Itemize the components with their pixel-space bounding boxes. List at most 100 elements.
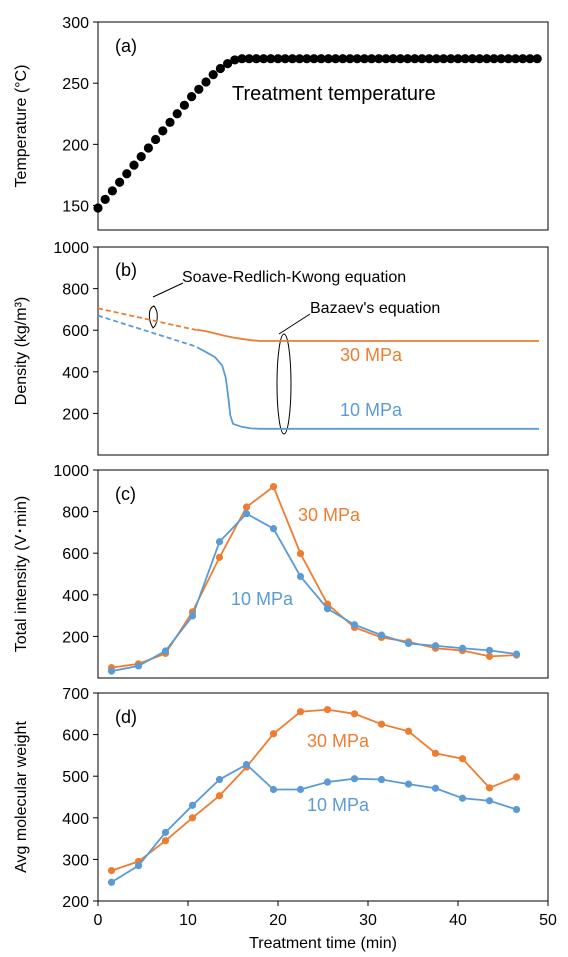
series-temperature-point [172,109,182,119]
series-temperature-point [295,54,305,64]
series-10-mpa-point [431,784,440,792]
series-temperature-point [403,54,413,64]
panel-d-ylabel: Avg molecular weight [13,721,30,873]
series-temperature-point [129,160,139,170]
series-10-mpa-point [458,644,467,652]
series-30-mpa-point [485,784,494,792]
series-temperature-point [525,54,535,64]
panel-a-y-ticks: 150 200 250 300 [62,15,98,216]
panel-d-label: (d) [115,707,137,727]
panel-c-series [107,483,521,675]
series-temperature-point [115,177,125,187]
series-temperature-point [201,77,211,87]
bazaev-ellipse [276,333,292,435]
bazaev-pointer-line [278,313,311,335]
series-temperature-point [482,54,492,64]
series-temperature-point [194,84,204,94]
series-30-mpa-point [431,749,440,757]
series-temperature-point [345,54,355,64]
y-tick-label: 800 [62,282,89,299]
panel-d: (d) 30 MPa 10 MPa Avg molecular weight T… [13,686,557,952]
panel-a-series [93,54,542,213]
y-tick-label: 1000 [53,463,89,480]
series-temperature-point [424,54,434,64]
series-temperature-point [381,54,391,64]
series-temperature-point [151,134,161,145]
panel-a: (a) Treatment temperature Temperature (°… [13,15,549,231]
series-temperature-point [374,54,384,64]
series-10-mpa-point [296,785,305,794]
series-temperature-point [417,54,427,64]
series-10-mpa-point [512,805,521,814]
series-temperature-point [266,54,276,64]
series-10-mpa-point [350,621,359,629]
series-temperature-point [280,54,290,64]
series-temperature-point [460,54,470,64]
series-temperature-point [388,54,398,64]
series-temperature-point [316,54,326,64]
series-10-mpa-point [242,510,251,518]
series-10-mpa-point [323,778,332,786]
series-temperature-point [410,54,420,64]
panel-d-10mpa-label: 10 MPa [307,795,370,815]
series-temperature-point [273,54,283,64]
series-10-mpa-point [485,797,494,805]
panel-b-ylabel: Density (kg/m³) [13,297,30,405]
series-temperature-point [489,54,499,64]
series-temperature-point [532,54,542,64]
x-tick-label: 10 [179,912,197,929]
y-tick-label: 200 [62,894,89,911]
series-10-mpa-point [377,631,386,639]
series-30-mpa-point [215,553,224,561]
panel-c-10mpa-label: 10 MPa [231,589,294,609]
series-30-mpa-point [512,773,521,781]
series-temperature-point [187,92,197,102]
srk-brace [148,305,158,329]
panel-b-label: (b) [115,260,137,280]
series-temperature-point [338,54,348,64]
x-tick-label: 20 [269,912,287,929]
series-30-mpa-point [404,727,413,735]
series-30-mpa-point [269,483,278,491]
panel-b: (b) Soave-Redlich-Kwong equation Bazaev'… [13,240,549,456]
y-tick-label: 700 [62,686,89,703]
y-tick-label: 400 [62,365,89,382]
panel-a-ylabel: Temperature (°C) [13,65,30,188]
series-temperature-point [230,55,240,65]
series-temperature-point [215,63,225,74]
panel-c: (c) 30 MPa 10 MPa Total intensity (V･min… [13,463,549,679]
series-30-mpa-line [196,328,539,342]
bazaev-equation-label: Bazaev's equation [310,300,440,317]
x-tick-label: 50 [539,912,557,929]
panel-d-30mpa-label: 30 MPa [307,731,370,751]
x-axis-label: Treatment time (min) [249,935,397,952]
series-10-mpa-point [188,612,197,620]
series-10-mpa-point [404,639,413,648]
series-temperature-point [244,54,254,64]
y-tick-label: 500 [62,769,89,786]
series-30-mpa-line [111,708,517,872]
y-tick-label: 1000 [53,240,89,257]
series-30-mpa-point [269,730,278,738]
series-10-mpa-point [161,828,170,836]
series-10-mpa-point [134,662,143,670]
y-tick-label: 600 [62,323,89,340]
series-10-mpa-point [431,642,440,650]
series-temperature-point [395,54,405,64]
series-temperature-point [331,54,341,64]
series-temperature-point [136,151,146,162]
srk-pointer-line [152,282,184,298]
series-10-mpa-point [215,538,224,546]
series-30-mpa-point [107,867,116,875]
series-10-mpa-line [111,763,517,884]
srk-equation-label: Soave-Redlich-Kwong equation [182,269,406,286]
series-30-mpa-point [485,652,494,660]
panel-d-frame [97,692,549,902]
panel-a-frame [97,21,549,231]
y-tick-label: 200 [62,629,89,646]
series-temperature-point [510,54,521,64]
series-30-mpa-point [242,503,251,511]
series-temperature-point [251,54,261,64]
series-10-mpa-point [458,794,467,802]
